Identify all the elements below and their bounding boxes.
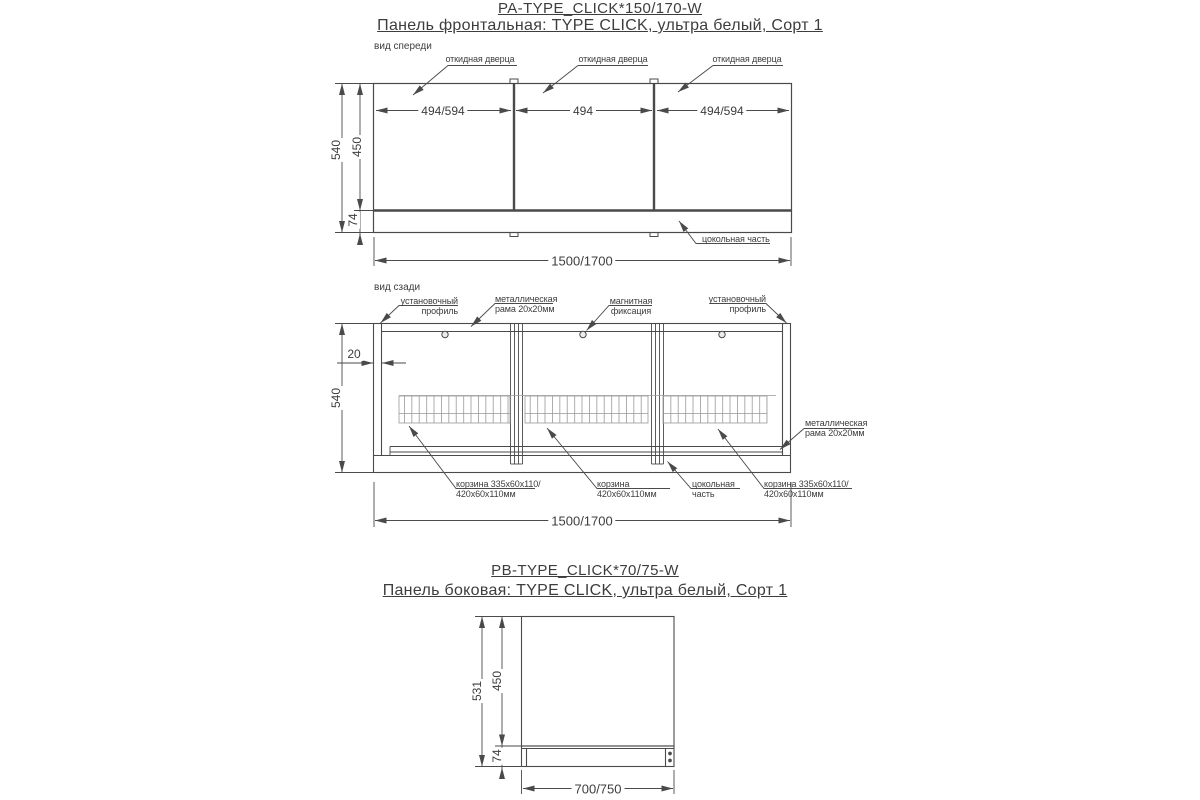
label-mount-profile-left: установочный профиль	[395, 296, 458, 316]
label-line2: 420x60x110мм	[456, 488, 516, 499]
bottom-rail	[389, 446, 783, 456]
side-panel-title-block: PB-TYPE_CLICK*70/75-W Панель боковая: TY…	[235, 563, 935, 600]
label-line2: профиль	[421, 305, 458, 316]
door-label-3: откидная дверца	[712, 54, 782, 64]
label-line2: рама 20x20мм	[805, 428, 865, 438]
front-panel-model-title: PA-TYPE_CLICK*150/170-W	[497, 0, 702, 17]
back-bottom-leaders	[408, 425, 864, 489]
dim-door-width-3: 494/594	[697, 104, 747, 118]
magnet-points	[441, 330, 726, 339]
label-metal-frame-top: металлическая рама 20x20мм	[495, 294, 557, 314]
plinth-screw-dot	[668, 751, 672, 756]
side-panel-model-title: PB-TYPE_CLICK*70/75-W	[491, 562, 679, 579]
dim-front-total-height: 540	[329, 137, 343, 163]
label-basket-right: корзина 335x60x110/ 420x60x110мм	[764, 479, 849, 499]
label-line1: металлическая	[495, 293, 558, 304]
front-plinth-label: цокольная часть	[702, 233, 770, 244]
dim-side-total-height: 531	[470, 678, 484, 704]
label-basket-center: корзина 420x60x110мм	[597, 479, 657, 499]
label-line1: корзина 335x60x110/	[456, 478, 541, 489]
front-panel-description-title: Панель фронтальная: TYPE CLICK, ультра б…	[377, 17, 823, 34]
front-panel-outline	[372, 82, 793, 212]
dim-door-width-1: 494/594	[418, 104, 468, 118]
back-view-label: вид сзади	[374, 282, 421, 293]
side-panel-description-title: Панель боковая: TYPE CLICK, ультра белый…	[382, 582, 788, 599]
side-view-linework	[475, 615, 675, 794]
front-plinth-outline	[372, 209, 793, 234]
side-panel-outline	[520, 615, 675, 747]
back-top-leaders	[380, 303, 787, 331]
dim-back-total-width: 1500/1700	[548, 513, 616, 528]
label-line2: 420x60x110мм	[597, 488, 657, 499]
dim-back-total-height: 540	[329, 385, 343, 411]
label-line2: фиксация	[610, 305, 652, 316]
dim-profile-width: 20	[344, 347, 364, 361]
label-line2: 420x60x110мм	[764, 488, 824, 499]
dim-side-main-height: 450	[490, 668, 504, 694]
label-line1: металлическая	[805, 418, 868, 428]
hinge-tabs	[509, 78, 659, 237]
side-dims	[475, 616, 675, 794]
label-line1: установочный	[708, 293, 766, 304]
dim-front-door-height: 450	[350, 134, 364, 160]
door-label-1: откидная дверца	[445, 54, 515, 64]
door-label-2: откидная дверца	[578, 54, 648, 64]
door-label-leaders	[412, 65, 783, 96]
wire-baskets	[398, 395, 776, 424]
label-line1: корзина	[597, 478, 630, 489]
back-view-linework	[335, 303, 864, 527]
label-line1: цокольная	[692, 478, 735, 489]
dim-front-plinth-height: 74	[346, 211, 360, 229]
dim-side-plinth-height: 74	[490, 747, 504, 765]
label-line1: установочный	[400, 295, 458, 306]
label-mount-profile-right: установочный профиль	[704, 294, 766, 314]
label-metal-frame-right: металлическая рама 20x20мм	[805, 418, 867, 438]
label-plinth-back: цокольная часть	[692, 479, 735, 499]
label-line2: рама 20x20мм	[495, 303, 555, 314]
dim-side-total-width: 700/750	[571, 781, 625, 796]
frame-columns	[510, 324, 664, 465]
dim-front-total-width: 1500/1700	[548, 253, 616, 268]
label-line1: корзина 335x60x110/	[764, 478, 849, 489]
plinth-screw-dot	[668, 758, 672, 763]
label-line2: профиль	[729, 303, 766, 314]
label-magnet-fixation: магнитная фиксация	[608, 296, 654, 316]
back-panel-outline	[372, 322, 792, 474]
label-basket-left: корзина 335x60x110/ 420x60x110мм	[456, 479, 541, 499]
label-line2: часть	[692, 488, 715, 499]
front-panel-title-block: PA-TYPE_CLICK*150/170-W Панель фронтальн…	[250, 1, 950, 35]
dim-door-width-2: 494	[569, 104, 597, 118]
label-line1: магнитная	[609, 295, 653, 306]
front-view-label: вид спереди	[374, 41, 432, 52]
side-plinth-outline	[520, 745, 675, 768]
front-view-linework	[335, 65, 793, 266]
